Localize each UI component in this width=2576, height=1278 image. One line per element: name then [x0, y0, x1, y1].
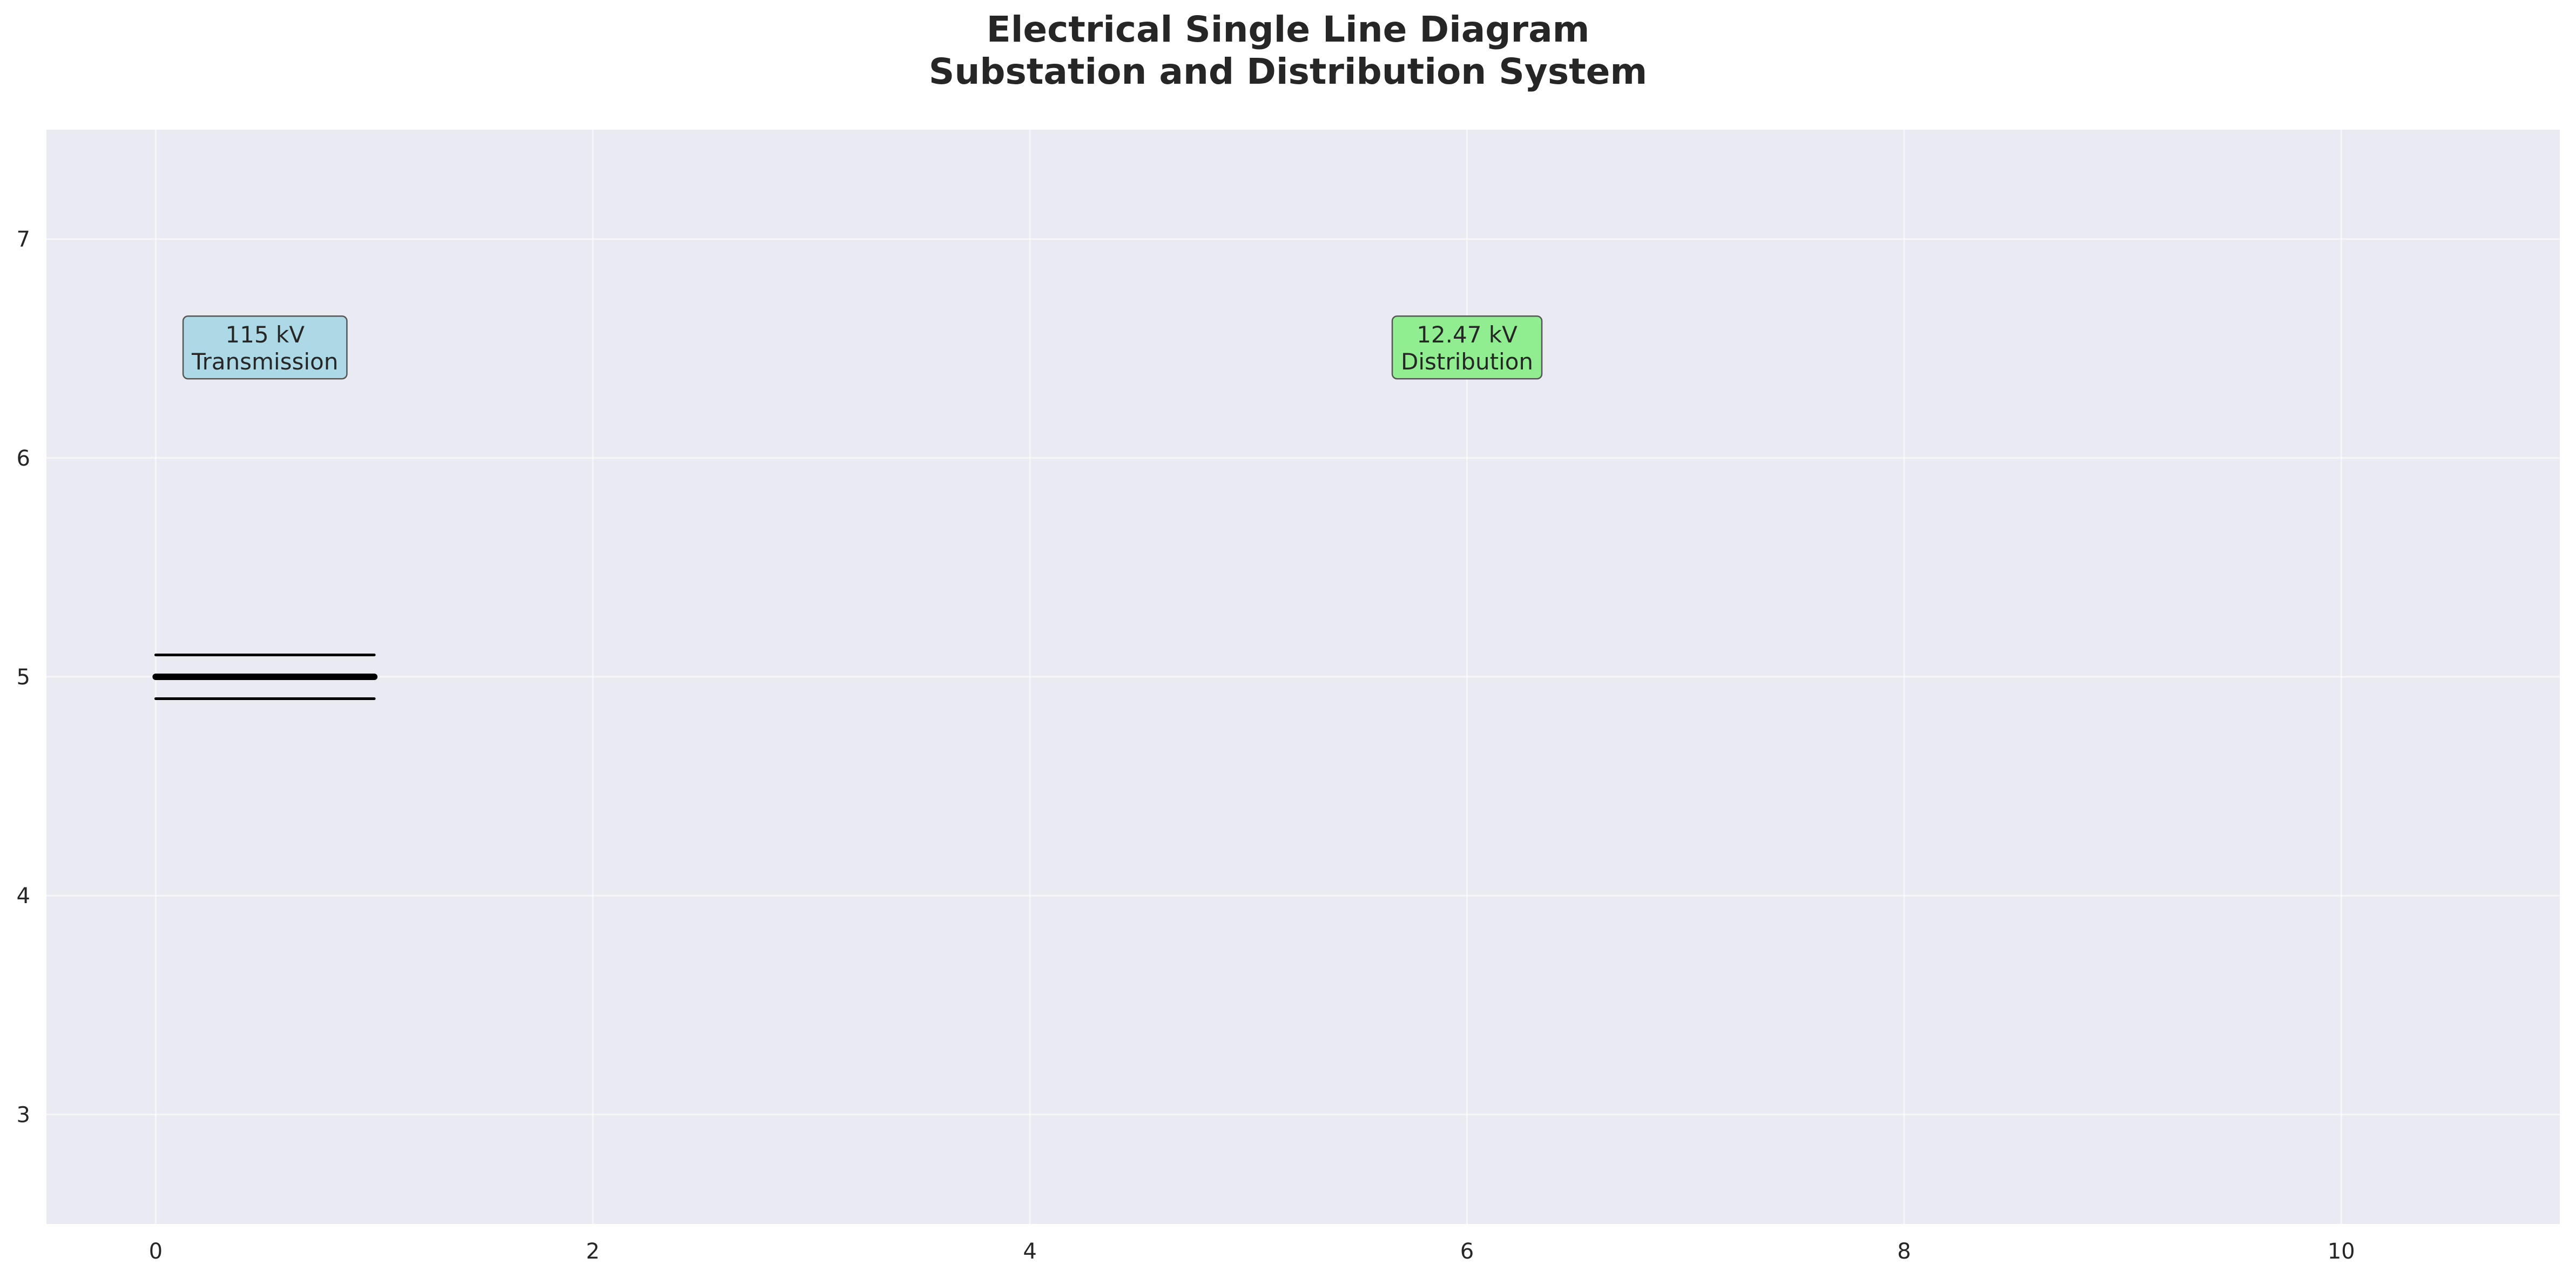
x-tick-label: 10 — [2328, 1239, 2355, 1264]
x-tick-label: 2 — [586, 1239, 599, 1264]
diagram-title: Electrical Single Line Diagram Substatio… — [0, 9, 2576, 93]
voltage-label-box — [1391, 315, 1543, 380]
grid-lines — [46, 130, 2560, 1224]
voltage-label-line: 12.47 kV — [1417, 321, 1518, 348]
axis-ticks: 0 2 4 6 8 10 3 4 5 6 7 — [17, 227, 2355, 1264]
voltage-label-line: 115 kV — [225, 321, 305, 348]
title-line-2: Substation and Distribution System — [928, 51, 1648, 92]
x-tick-label: 8 — [1897, 1239, 1911, 1264]
x-tick-label: 0 — [149, 1239, 163, 1264]
voltage-label-line: Distribution — [1401, 348, 1533, 375]
voltage-label-box — [182, 315, 348, 380]
y-tick-label: 4 — [17, 884, 30, 909]
x-tick-label: 4 — [1023, 1239, 1036, 1264]
y-tick-label: 3 — [17, 1102, 30, 1127]
x-tick-label: 6 — [1460, 1239, 1474, 1264]
y-tick-label: 5 — [17, 665, 30, 690]
y-tick-label: 7 — [17, 227, 30, 252]
y-tick-label: 6 — [17, 446, 30, 471]
busbar-115kv — [152, 653, 378, 701]
voltage-label-line: Transmission — [191, 348, 338, 375]
title-line-1: Electrical Single Line Diagram — [986, 9, 1590, 50]
